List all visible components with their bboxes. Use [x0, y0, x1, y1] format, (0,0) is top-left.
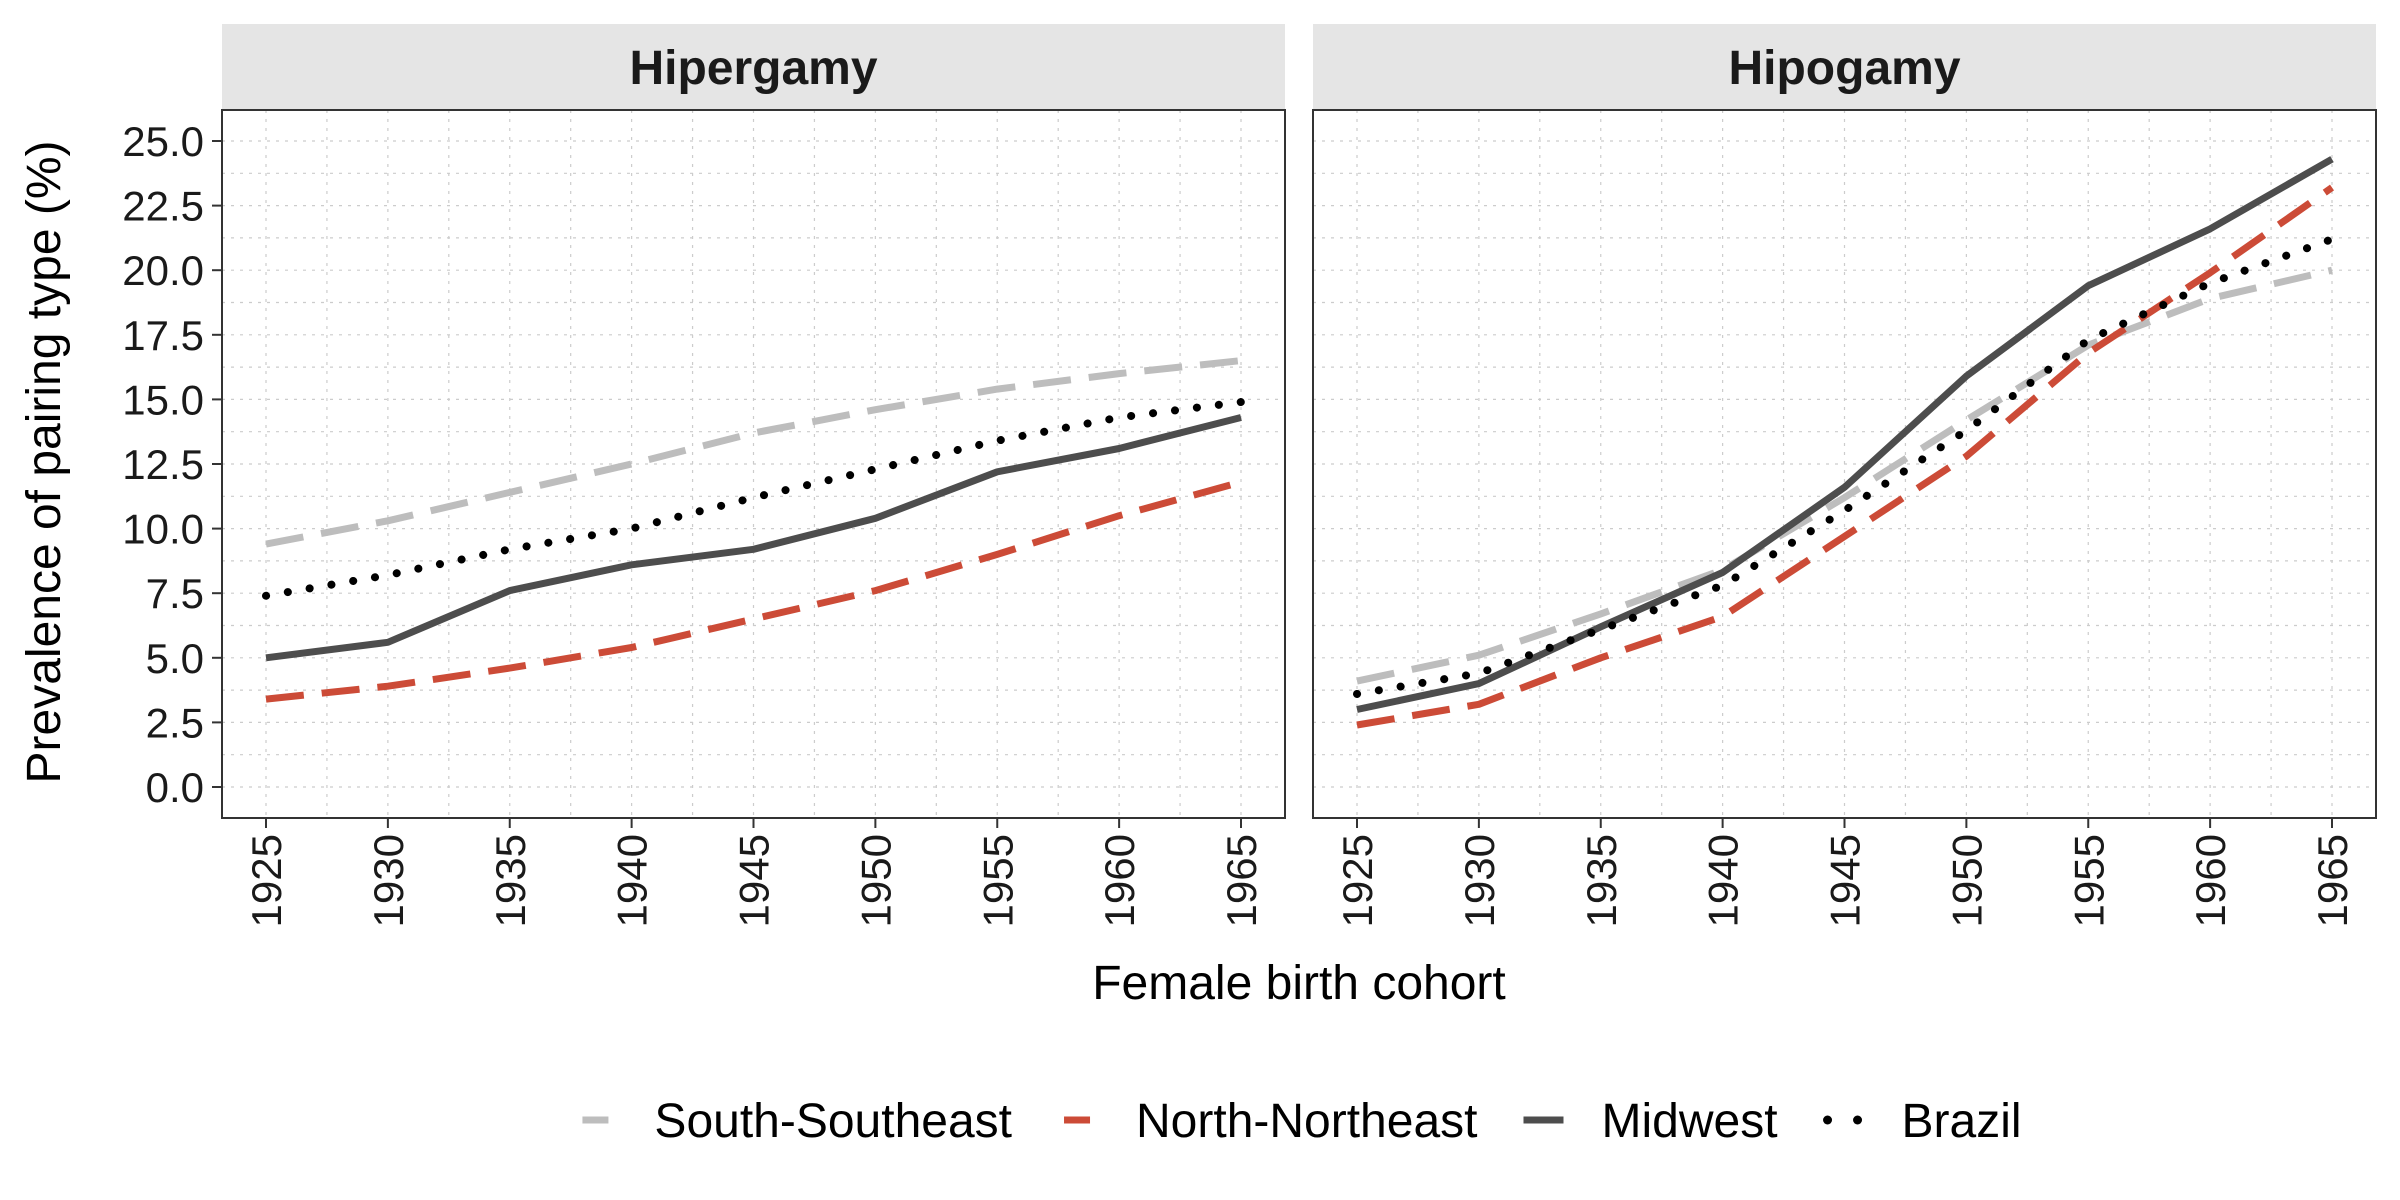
x-tick-label: 1925 — [243, 834, 290, 927]
y-tick-label: 12.5 — [122, 441, 204, 488]
panel-hipergamy: Hipergamy 1925 1930 1935 1940 1945 1950 1955 196… — [221, 24, 1286, 927]
y-tick-label: 5.0 — [146, 635, 204, 682]
x-tick-label: 1945 — [1822, 834, 1869, 927]
legend-label: North-Northeast — [1136, 1095, 1477, 1148]
panel-hipogamy: Hipogamy 1925 1930 1935 1940 1945 1950 1955 1960… — [1312, 24, 2377, 927]
legend-key — [1853, 1115, 1863, 1125]
legend-item-midwest: Midwest — [1523, 1095, 1778, 1148]
x-tick-label: 1960 — [1096, 834, 1143, 927]
x-tick-label: 1925 — [1334, 834, 1381, 927]
legend-item-north: North-Northeast — [1064, 1095, 1477, 1148]
x-tick-label: 1945 — [731, 834, 778, 927]
x-tick-label: 1960 — [2187, 834, 2234, 927]
facet-title: Hipogamy — [1728, 42, 1960, 95]
facet-strip — [1313, 24, 2376, 110]
facet-strip — [222, 24, 1285, 110]
y-tick-label: 20.0 — [122, 247, 204, 294]
series-line-midwest — [1356, 156, 2334, 713]
legend-key — [1823, 1115, 1833, 1125]
x-tick-label: 1965 — [2309, 834, 2356, 927]
x-tick-label: 1930 — [365, 834, 412, 927]
legend-label: Brazil — [1902, 1095, 2022, 1148]
y-tick-label: 2.5 — [146, 699, 204, 746]
x-axis: 1925 1930 1935 1940 1945 1950 1955 1960 1965 — [243, 818, 1265, 927]
y-tick-label: 25.0 — [122, 118, 204, 165]
legend-item-south: South-Southeast — [582, 1095, 1012, 1148]
x-tick-label: 1950 — [1943, 834, 1990, 927]
series-line-south — [1356, 266, 2333, 685]
x-axis: 1925 1930 1935 1940 1945 1950 1955 1960 1965 — [1334, 818, 2356, 927]
x-tick-label: 1955 — [974, 834, 1021, 927]
chart-panels: Hipergamy 1925 1930 1935 1940 1945 1950 1955 196… — [221, 24, 2377, 927]
facet-title: Hipergamy — [629, 42, 877, 95]
legend-label: Midwest — [1601, 1095, 1777, 1148]
series-line-midwest — [265, 414, 1242, 662]
y-tick-label: 15.0 — [122, 376, 204, 423]
legend-label: South-Southeast — [654, 1095, 1012, 1148]
y-tick-label: 7.5 — [146, 570, 204, 617]
x-tick-label: 1935 — [1578, 834, 1625, 927]
y-tick-label: 22.5 — [122, 183, 204, 230]
series-group — [262, 357, 1245, 703]
legend: South-Southeast North-Northeast Midwest Bra… — [582, 1095, 2022, 1148]
series-line-north — [1356, 184, 2335, 729]
x-tick-label: 1955 — [2065, 834, 2112, 927]
grid — [1313, 110, 2376, 818]
x-axis-title: Female birth cohort — [1092, 957, 1506, 1010]
x-tick-label: 1940 — [609, 834, 656, 927]
y-tick-label: 10.0 — [122, 506, 204, 553]
x-tick-label: 1940 — [1700, 834, 1747, 927]
y-axis: 0.0 2.5 5.0 7.5 10.0 12.5 15.0 17.5 20.0 22.5 25.0 — [122, 118, 222, 811]
y-tick-label: 17.5 — [122, 312, 204, 359]
y-axis-title: Prevalence of pairing type (%) — [18, 141, 71, 784]
x-tick-label: 1965 — [1218, 834, 1265, 927]
x-tick-label: 1930 — [1456, 834, 1503, 927]
series-group — [1353, 156, 2336, 729]
y-tick-label: 0.0 — [146, 764, 204, 811]
grid — [222, 110, 1285, 818]
legend-item-brazil: Brazil — [1823, 1095, 2022, 1148]
x-tick-label: 1935 — [487, 834, 534, 927]
x-tick-label: 1950 — [852, 834, 899, 927]
